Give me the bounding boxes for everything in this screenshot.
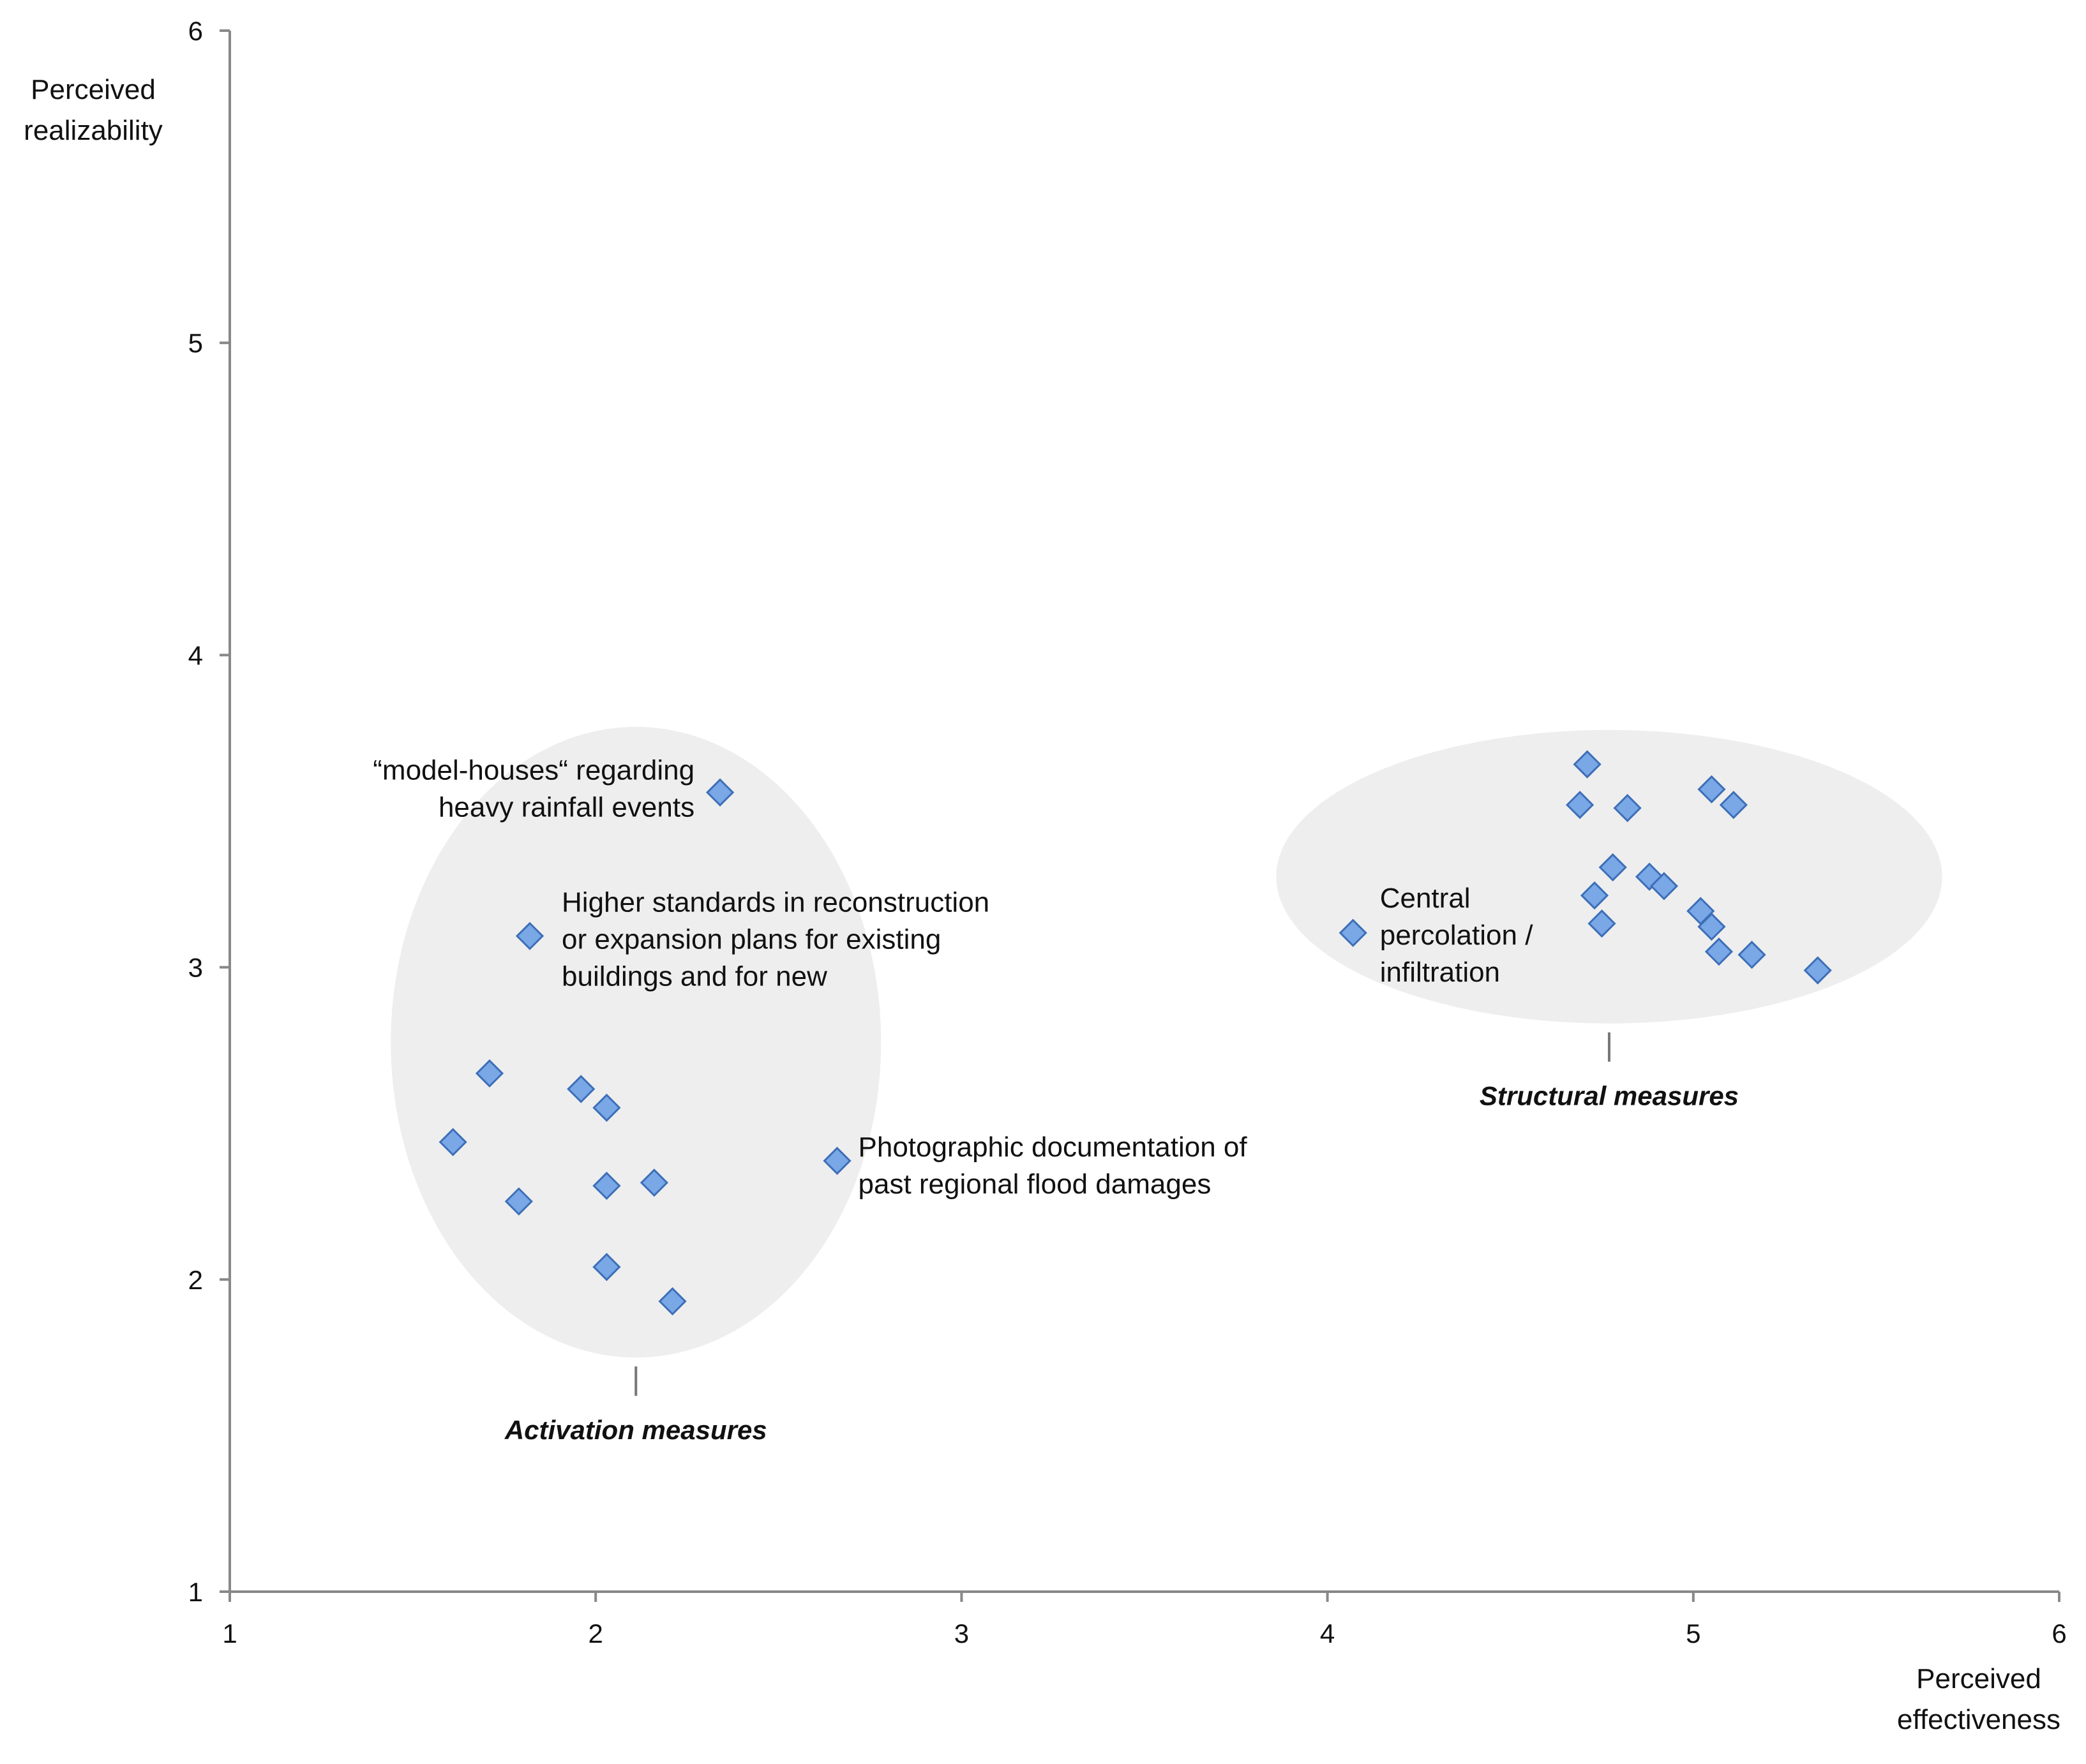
point-annotations: “model-houses“ regarding heavy rainfall e… (373, 755, 1533, 1200)
data-points (439, 750, 1832, 1316)
scatter-point (475, 1059, 504, 1088)
scatter-point (1565, 791, 1595, 819)
x-axis-title: Perceived effectiveness (1897, 1663, 2060, 1735)
scatter-point (515, 922, 544, 950)
x-tick-label: 2 (589, 1618, 603, 1648)
scatter-point (1737, 940, 1766, 969)
scatter-point (439, 1128, 467, 1156)
scatter-point (1598, 853, 1627, 882)
scatter-point (1580, 881, 1609, 910)
scatter-point (1573, 750, 1602, 779)
x-tick-label: 3 (954, 1618, 969, 1648)
y-tick-label: 6 (188, 16, 203, 46)
group-label: Structural measures (1480, 1081, 1739, 1111)
x-tick-label: 1 (222, 1618, 237, 1648)
scatter-point (705, 778, 735, 807)
point-annotation: Central percolation / infiltration (1380, 883, 1533, 988)
y-tick-label: 1 (188, 1577, 203, 1607)
scatter-point (1587, 909, 1616, 938)
y-tick-label: 4 (188, 640, 203, 670)
scatter-point (1649, 872, 1679, 901)
point-annotation: “model-houses“ regarding heavy rainfall e… (373, 755, 694, 823)
scatter-point (823, 1146, 852, 1176)
point-annotation: Photographic documentation of past region… (859, 1132, 1248, 1200)
y-tick-label: 3 (188, 953, 203, 983)
scatter-point (640, 1169, 669, 1197)
point-annotation: Higher standards in reconstruction or exp… (562, 887, 989, 992)
scatter-point (658, 1287, 687, 1316)
group-labels: Activation measures Structural measures (504, 1032, 1739, 1445)
scatter-point (1613, 793, 1642, 823)
scatter-point (592, 1171, 621, 1200)
group-label: Activation measures (504, 1415, 767, 1445)
scatter-point (1803, 956, 1832, 985)
axis-ticks: 1 2 3 4 5 6 1 2 3 4 5 6 (188, 16, 2067, 1648)
scatter-point (504, 1187, 533, 1216)
x-tick-label: 4 (1320, 1618, 1335, 1648)
y-tick-label: 2 (188, 1265, 203, 1295)
x-tick-label: 6 (2052, 1618, 2066, 1648)
scatter-point (1697, 775, 1726, 804)
scatter-point (1339, 918, 1367, 947)
scatter-point (1704, 938, 1734, 966)
scatter-point (592, 1253, 621, 1282)
scatter-point (1697, 912, 1726, 941)
scatter-point (567, 1075, 596, 1103)
scatter-point (1719, 791, 1748, 819)
axes (229, 31, 2059, 1593)
y-axis-title: Perceived realizability (24, 74, 163, 146)
y-tick-label: 5 (188, 328, 203, 358)
scatter-point (592, 1093, 621, 1122)
x-tick-label: 5 (1686, 1618, 1700, 1648)
